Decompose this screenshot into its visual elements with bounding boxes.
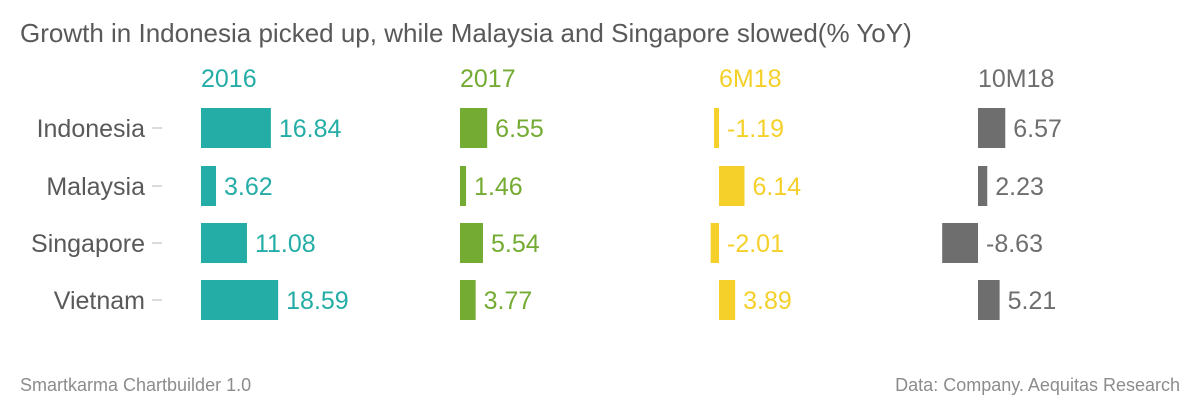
value-label-2017-indonesia: 6.55 bbox=[495, 115, 544, 143]
value-label-6m18-indonesia: -1.19 bbox=[727, 115, 784, 143]
value-label-2016-vietnam: 18.59 bbox=[286, 287, 349, 315]
category-label-vietnam: Vietnam bbox=[54, 287, 145, 315]
bar-2017-vietnam bbox=[460, 280, 476, 320]
bar-6m18-indonesia bbox=[714, 108, 719, 148]
value-label-2016-indonesia: 16.84 bbox=[279, 115, 342, 143]
chart-title: Growth in Indonesia picked up, while Mal… bbox=[20, 18, 912, 48]
footer-source-tool: Smartkarma Chartbuilder 1.0 bbox=[20, 375, 252, 395]
value-label-2017-singapore: 5.54 bbox=[491, 230, 540, 258]
series-header-10m18: 10M18 bbox=[978, 65, 1054, 93]
category-label-indonesia: Indonesia bbox=[37, 115, 146, 143]
bar-2017-singapore bbox=[460, 223, 483, 263]
series-header-6m18: 6M18 bbox=[719, 65, 782, 93]
value-label-6m18-singapore: -2.01 bbox=[727, 230, 784, 258]
category-label-malaysia: Malaysia bbox=[46, 173, 145, 201]
value-label-2017-vietnam: 3.77 bbox=[484, 287, 533, 315]
value-label-2016-singapore: 11.08 bbox=[255, 230, 316, 258]
value-label-6m18-malaysia: 6.14 bbox=[752, 173, 801, 201]
bar-2016-singapore bbox=[201, 223, 247, 263]
bar-10m18-singapore bbox=[942, 223, 978, 263]
value-label-2017-malaysia: 1.46 bbox=[474, 173, 523, 201]
category-label-singapore: Singapore bbox=[31, 230, 145, 258]
bar-2017-indonesia bbox=[460, 108, 488, 148]
series-header-2016: 2016 bbox=[201, 65, 257, 93]
value-label-10m18-singapore: -8.63 bbox=[986, 230, 1043, 258]
bar-10m18-vietnam bbox=[978, 280, 1000, 320]
bar-2016-vietnam bbox=[201, 280, 279, 320]
series-header-2017: 2017 bbox=[460, 65, 516, 93]
value-label-10m18-vietnam: 5.21 bbox=[1008, 287, 1057, 315]
bar-6m18-vietnam bbox=[719, 280, 736, 320]
value-label-10m18-indonesia: 6.57 bbox=[1013, 115, 1062, 143]
footer-data-source: Data: Company. Aequitas Research bbox=[895, 375, 1180, 395]
bar-6m18-singapore bbox=[710, 223, 719, 263]
value-label-10m18-malaysia: 2.23 bbox=[995, 173, 1044, 201]
bar-10m18-malaysia bbox=[978, 166, 988, 206]
value-label-6m18-vietnam: 3.89 bbox=[743, 287, 792, 315]
value-label-2016-malaysia: 3.62 bbox=[224, 173, 273, 201]
bar-10m18-indonesia bbox=[978, 108, 1006, 148]
bar-2016-malaysia bbox=[201, 166, 217, 206]
bar-2016-indonesia bbox=[201, 108, 271, 148]
bar-6m18-malaysia bbox=[719, 166, 745, 206]
bar-2017-malaysia bbox=[460, 166, 467, 206]
